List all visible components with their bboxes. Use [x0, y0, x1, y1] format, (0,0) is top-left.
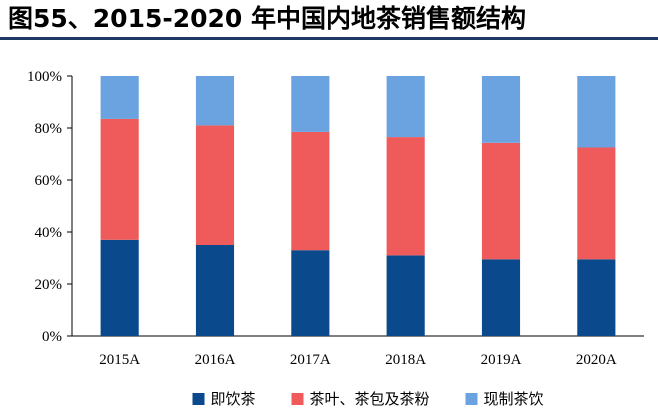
chart-title: 图55、2015-2020 年中国内地茶销售额结构: [8, 4, 527, 33]
y-tick-label: 20%: [35, 277, 63, 293]
y-tick-label: 40%: [35, 225, 63, 241]
x-tick-label: 2020A: [576, 352, 617, 368]
bar-segment-2: [195, 125, 235, 245]
bar-segment-1: [481, 259, 521, 336]
bar-segment-3: [100, 76, 139, 119]
bar-segment-3: [386, 76, 425, 138]
bar-segment-1: [195, 245, 235, 336]
bar-segment-3: [577, 76, 616, 148]
bar-segment-1: [291, 250, 330, 336]
bar-segment-2: [481, 142, 521, 260]
legend-label-1: 即饮茶: [211, 390, 256, 408]
y-tick-label: 100%: [27, 69, 62, 85]
y-tick-label: 0%: [42, 329, 62, 345]
legend-label-2: 茶叶、茶包及茶粉: [310, 390, 430, 408]
legend-label-3: 现制茶饮: [484, 390, 544, 408]
legend-swatch-3: [465, 393, 478, 405]
bar-segment-2: [386, 137, 425, 256]
bar-segment-2: [577, 147, 616, 260]
bar-segment-1: [577, 259, 616, 336]
bar-segment-2: [100, 118, 139, 240]
y-tick-label: 60%: [35, 173, 63, 189]
y-tick-label: 80%: [35, 121, 63, 137]
bar-segment-2: [291, 131, 330, 251]
bar-segment-3: [481, 76, 521, 143]
bar-segment-1: [386, 255, 425, 336]
x-tick-label: 2016A: [195, 352, 236, 368]
x-tick-label: 2015A: [99, 352, 140, 368]
legend-swatch-2: [291, 393, 304, 405]
bar-segment-3: [195, 76, 235, 126]
bar-segment-3: [291, 76, 330, 132]
x-tick-label: 2019A: [481, 352, 522, 368]
x-tick-label: 2018A: [385, 352, 426, 368]
title-underline: [0, 37, 658, 40]
x-tick-label: 2017A: [290, 352, 331, 368]
legend-swatch-1: [192, 393, 205, 405]
bar-segment-1: [100, 239, 139, 336]
